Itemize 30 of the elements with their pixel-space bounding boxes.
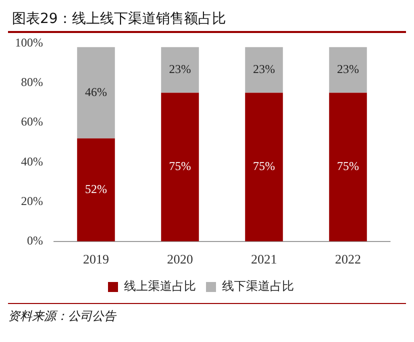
data-label: 23% [169,62,191,76]
data-label: 46% [84,84,107,99]
x-tick-label: 2021 [251,252,277,267]
bar [77,138,115,242]
data-label: 75% [253,159,275,174]
y-tick-label: 60% [20,114,43,129]
bar [329,92,367,242]
bar [245,47,283,93]
bar [161,47,199,93]
legend-label: 线下渠道占比 [222,279,294,294]
x-tick-label: 2022 [335,252,361,267]
bar [329,47,367,93]
bar [77,47,115,138]
data-label: 52% [84,182,107,196]
y-tick-label: 100% [14,35,43,50]
data-label: 23% [337,62,359,76]
text: 资料来源：公司公告 [8,308,118,325]
data-label: 75% [337,159,359,174]
legend-label: 线上渠道占比 [124,279,196,294]
bar [245,92,283,242]
chart-title: 图表29：线上线下渠道销售额占比 [8,8,406,33]
y-tick-label: 80% [20,74,43,89]
y-tick-label: 0% [26,234,43,248]
data-label: 23% [253,62,275,76]
data-label: 75% [169,159,191,174]
y-tick-label: 40% [20,154,43,168]
bar [161,92,199,242]
x-tick-label: 2019 [82,252,109,267]
y-tick-label: 20% [20,194,43,208]
x-tick-label: 2020 [167,252,193,267]
